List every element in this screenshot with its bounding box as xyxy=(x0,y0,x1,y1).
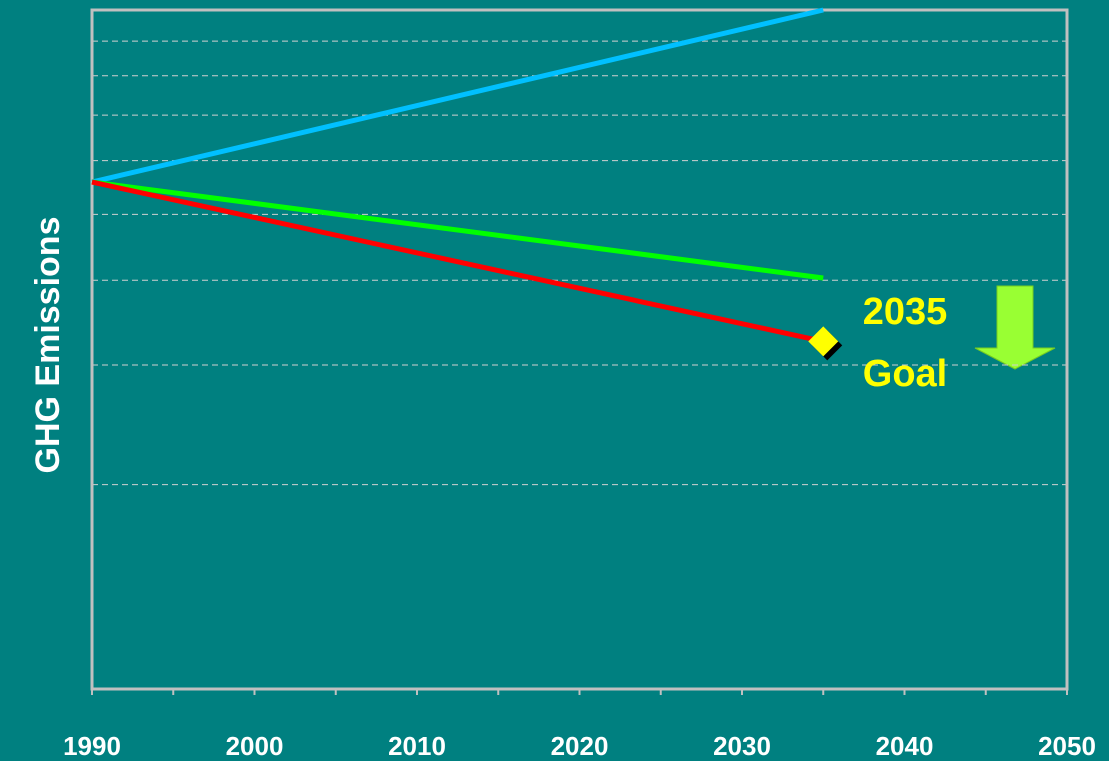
annotation: Goal xyxy=(863,353,947,395)
x-tick-label: 2000 xyxy=(226,731,284,761)
series-line xyxy=(91,7,824,185)
annotation: 2035 xyxy=(863,291,948,333)
down-arrow xyxy=(974,285,1056,370)
series-line xyxy=(91,179,824,281)
series-line xyxy=(91,179,824,344)
x-tick-label: 2050 xyxy=(1038,731,1096,761)
x-tick-label: 2040 xyxy=(876,731,934,761)
x-tick-label: 2020 xyxy=(551,731,609,761)
x-tick-label: 1990 xyxy=(63,731,121,761)
x-tick-label: 2030 xyxy=(713,731,771,761)
goal-marker xyxy=(808,326,839,357)
y-axis-label: GHG Emissions xyxy=(29,217,67,474)
x-tick-label: 2010 xyxy=(388,731,446,761)
